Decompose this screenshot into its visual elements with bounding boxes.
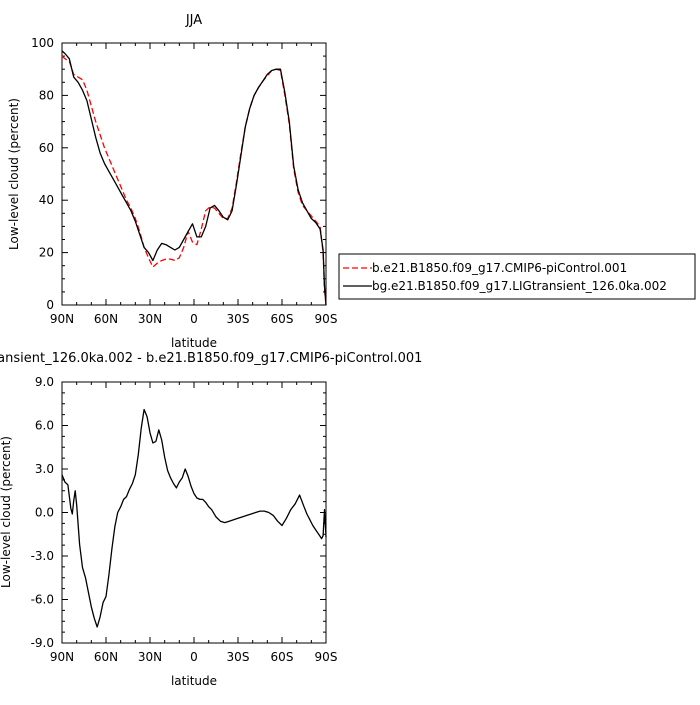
chart-title: JJA <box>185 13 202 28</box>
y-tick-label: -3.0 <box>31 549 54 563</box>
chart-1: JJA 90N 60N 30N 0 30S 60S 90S 0 20 40 60 80 100 latitu… <box>7 13 696 350</box>
y-tick-label: 3.0 <box>35 462 54 476</box>
legend-box <box>338 253 696 300</box>
y-tick-label: 20 <box>39 246 54 260</box>
y-tick-label: 80 <box>39 88 54 102</box>
x-tick-label: 30S <box>227 650 250 664</box>
x-tick-label: 60N <box>94 312 118 326</box>
y-tick-label: 0 <box>46 298 54 312</box>
y-tick-label: 6.0 <box>35 419 54 433</box>
chart-title: LIGtransient_126.0ka.002 - b.e21.B1850.f… <box>0 351 422 366</box>
series-line-2 <box>61 50 327 306</box>
x-tick-label: 30N <box>138 312 162 326</box>
y-axis-label: Low-level cloud (percent) <box>0 436 13 588</box>
series-line-1 <box>61 55 327 306</box>
legend-entry-label: bg.e21.B1850.f09_g17.LIGtransient_126.0k… <box>372 279 667 293</box>
plot-frame <box>61 42 327 306</box>
y-tick-label: 100 <box>31 36 54 50</box>
chart-2: LIGtransient_126.0ka.002 - b.e21.B1850.f… <box>0 351 422 688</box>
x-tick-label: 60S <box>271 312 294 326</box>
x-tick-label: 90N <box>50 650 74 664</box>
y-tick-label: 9.0 <box>35 375 54 389</box>
y-tick-label: -9.0 <box>31 636 54 650</box>
x-tick-label: 30N <box>138 650 162 664</box>
legend-entry-label: b.e21.B1850.f09_g17.CMIP6-piControl.001 <box>372 261 627 275</box>
x-tick-label: 90N <box>50 312 74 326</box>
y-tick-label: 60 <box>39 141 54 155</box>
y-tick-label: 40 <box>39 193 54 207</box>
x-tick-label: 90S <box>315 650 338 664</box>
x-tick-label: 30S <box>227 312 250 326</box>
plot-frame <box>61 381 327 644</box>
x-tick-label: 60N <box>94 650 118 664</box>
series-line-1 <box>61 408 327 628</box>
x-tick-label: 0 <box>190 312 198 326</box>
x-tick-label: 60S <box>271 650 294 664</box>
y-axis-label: Low-level cloud (percent) <box>7 98 21 250</box>
x-axis-label: latitude <box>171 674 217 688</box>
y-tick-label: 0.0 <box>35 506 54 520</box>
y-tick-label: -6.0 <box>31 593 54 607</box>
x-tick-label: 90S <box>315 312 338 326</box>
legend: b.e21.B1850.f09_g17.CMIP6-piControl.001b… <box>338 253 696 300</box>
x-axis-label: latitude <box>171 336 217 350</box>
x-tick-label: 0 <box>190 650 198 664</box>
